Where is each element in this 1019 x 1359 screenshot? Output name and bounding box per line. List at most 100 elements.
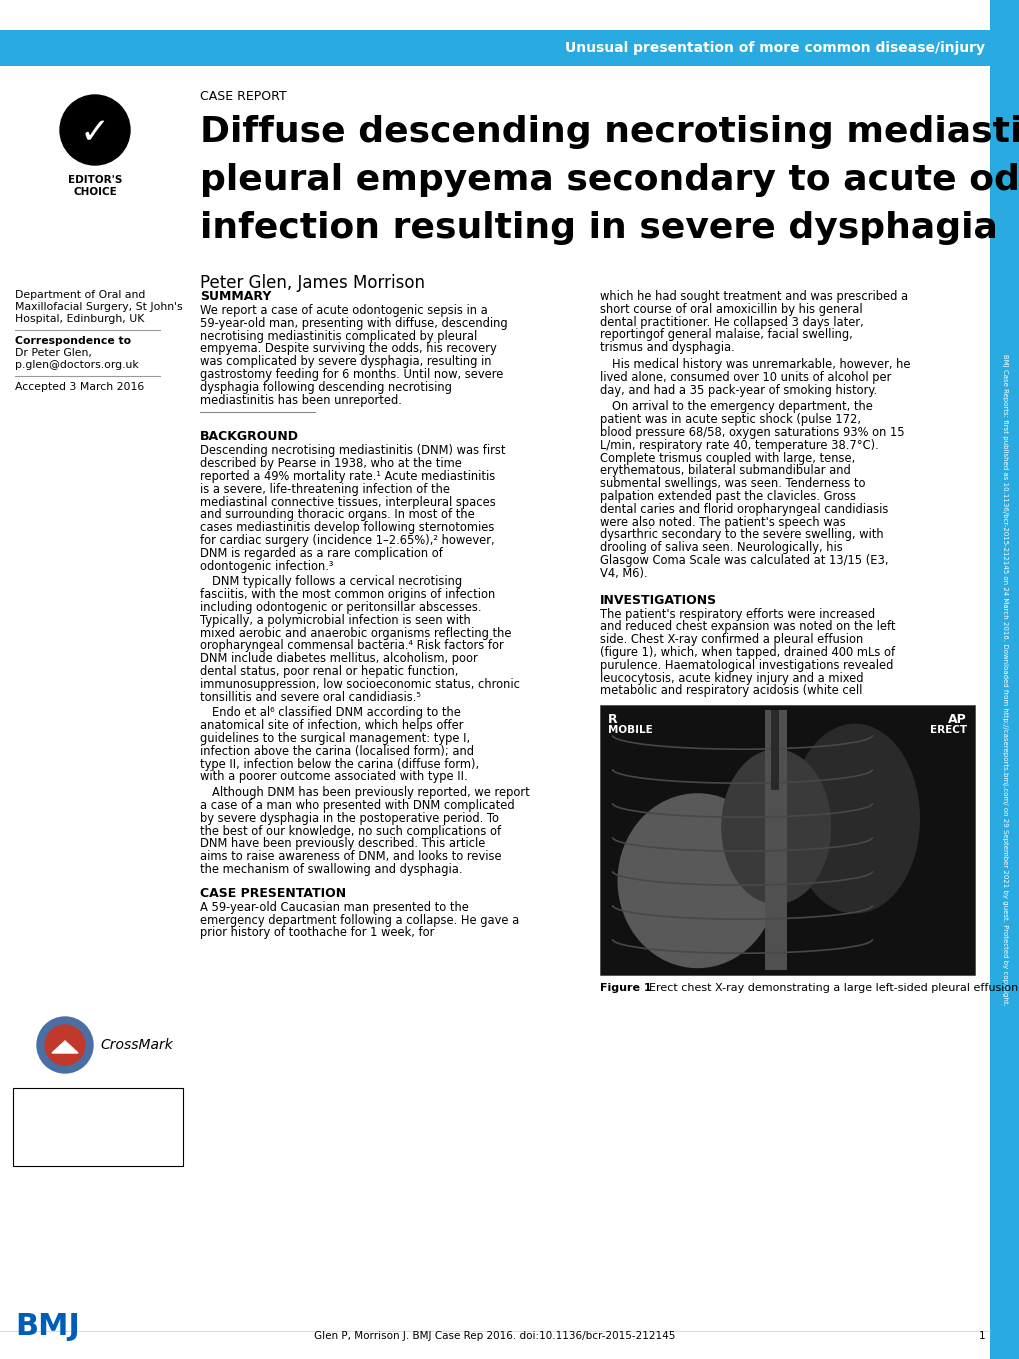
Text: Endo et al⁶ classified DNM according to the: Endo et al⁶ classified DNM according to … <box>212 707 461 719</box>
Circle shape <box>37 1017 93 1074</box>
Text: empyema. Despite surviving the odds, his recovery: empyema. Despite surviving the odds, his… <box>200 342 496 356</box>
Text: CASE REPORT: CASE REPORT <box>200 90 286 103</box>
Text: BMJ: BMJ <box>15 1311 79 1341</box>
Text: mediastinal connective tissues, interpleural spaces: mediastinal connective tissues, interple… <box>200 496 495 508</box>
Text: Maxillofacial Surgery, St John's: Maxillofacial Surgery, St John's <box>15 302 182 313</box>
Text: L/min, respiratory rate 40, temperature 38.7°C).: L/min, respiratory rate 40, temperature … <box>599 439 878 451</box>
Text: Month Year] doi:10.1136/: Month Year] doi:10.1136/ <box>16 1131 140 1142</box>
Text: Glasgow Coma Scale was calculated at 13/15 (E3,: Glasgow Coma Scale was calculated at 13/… <box>599 554 888 567</box>
Text: INVESTIGATIONS: INVESTIGATIONS <box>599 594 716 606</box>
Text: a case of a man who presented with DNM complicated: a case of a man who presented with DNM c… <box>200 799 515 811</box>
Text: online: [please include Day: online: [please include Day <box>16 1118 149 1128</box>
Bar <box>770 711 777 790</box>
Text: AP: AP <box>948 713 966 726</box>
Text: trismus and dysphagia.: trismus and dysphagia. <box>599 341 734 355</box>
Text: pleural empyema secondary to acute odontogenic: pleural empyema secondary to acute odont… <box>200 163 1019 197</box>
Bar <box>0 30 989 67</box>
Text: guidelines to the surgical management: type I,: guidelines to the surgical management: t… <box>200 733 470 745</box>
Text: MOBILE: MOBILE <box>607 726 652 735</box>
Text: Complete trismus coupled with large, tense,: Complete trismus coupled with large, ten… <box>599 451 854 465</box>
Text: reported a 49% mortality rate.¹ Acute mediastinitis: reported a 49% mortality rate.¹ Acute me… <box>200 470 495 482</box>
Text: The patient's respiratory efforts were increased: The patient's respiratory efforts were i… <box>599 607 874 621</box>
Text: dysarthric secondary to the severe swelling, with: dysarthric secondary to the severe swell… <box>599 529 882 541</box>
Text: dysphagia following descending necrotising: dysphagia following descending necrotisi… <box>200 381 451 394</box>
Bar <box>599 705 974 976</box>
Text: leucocytosis, acute kidney injury and a mixed: leucocytosis, acute kidney injury and a … <box>599 671 863 685</box>
Text: prior history of toothache for 1 week, for: prior history of toothache for 1 week, f… <box>200 927 434 939</box>
Text: including odontogenic or peritonsillar abscesses.: including odontogenic or peritonsillar a… <box>200 601 481 614</box>
Text: BMJ Case Reports: first published as 10.1136/bcr-2015-212145 on 24 March 2016. D: BMJ Case Reports: first published as 10.… <box>1001 353 1007 1006</box>
Text: ✓: ✓ <box>79 116 110 149</box>
Bar <box>764 711 787 970</box>
Text: infection resulting in severe dysphagia: infection resulting in severe dysphagia <box>200 211 997 245</box>
Text: To cite:: To cite: <box>16 1093 56 1102</box>
Text: submental swellings, was seen. Tenderness to: submental swellings, was seen. Tendernes… <box>599 477 865 491</box>
Text: is a severe, life-threatening infection of the: is a severe, life-threatening infection … <box>200 482 449 496</box>
Text: erythematous, bilateral submandibular and: erythematous, bilateral submandibular an… <box>599 465 850 477</box>
Text: Figure 1: Figure 1 <box>599 983 651 993</box>
Text: aims to raise awareness of DNM, and looks to revise: aims to raise awareness of DNM, and look… <box>200 851 501 863</box>
Text: 59-year-old man, presenting with diffuse, descending: 59-year-old man, presenting with diffuse… <box>200 317 507 330</box>
Text: R: R <box>607 713 618 726</box>
Text: which he had sought treatment and was prescribed a: which he had sought treatment and was pr… <box>599 289 907 303</box>
Text: DNM is regarded as a rare complication of: DNM is regarded as a rare complication o… <box>200 546 442 560</box>
Text: reportingof general malaise, facial swelling,: reportingof general malaise, facial swel… <box>599 329 852 341</box>
Text: On arrival to the emergency department, the: On arrival to the emergency department, … <box>611 401 872 413</box>
Text: for cardiac surgery (incidence 1–2.65%),² however,: for cardiac surgery (incidence 1–2.65%),… <box>200 534 494 548</box>
Text: Although DNM has been previously reported, we report: Although DNM has been previously reporte… <box>212 787 529 799</box>
Text: DNM have been previously described. This article: DNM have been previously described. This… <box>200 837 485 851</box>
Text: Accepted 3 March 2016: Accepted 3 March 2016 <box>15 382 144 391</box>
Text: side. Chest X-ray confirmed a pleural effusion: side. Chest X-ray confirmed a pleural ef… <box>599 633 862 646</box>
Text: immunosuppression, low socioeconomic status, chronic: immunosuppression, low socioeconomic sta… <box>200 678 520 690</box>
Text: EDITOR'S: EDITOR'S <box>67 175 122 185</box>
Circle shape <box>45 1025 85 1065</box>
Text: oropharyngeal commensal bacteria.⁴ Risk factors for: oropharyngeal commensal bacteria.⁴ Risk … <box>200 639 503 652</box>
Text: ERECT: ERECT <box>929 726 966 735</box>
Text: Correspondence to: Correspondence to <box>15 336 131 347</box>
Text: the best of our knowledge, no such complications of: the best of our knowledge, no such compl… <box>200 825 500 837</box>
Text: We report a case of acute odontogenic sepsis in a: We report a case of acute odontogenic se… <box>200 304 487 317</box>
Text: DNM typically follows a cervical necrotising: DNM typically follows a cervical necroti… <box>212 575 462 588</box>
Text: tonsillitis and severe oral candidiasis.⁵: tonsillitis and severe oral candidiasis.… <box>200 690 421 704</box>
Text: and reduced chest expansion was noted on the left: and reduced chest expansion was noted on… <box>599 621 895 633</box>
Text: lived alone, consumed over 10 units of alcohol per: lived alone, consumed over 10 units of a… <box>599 371 891 383</box>
Text: Erect chest X-ray demonstrating a large left-sided pleural effusion.: Erect chest X-ray demonstrating a large … <box>641 983 1019 993</box>
Text: mixed aerobic and anaerobic organisms reflecting the: mixed aerobic and anaerobic organisms re… <box>200 626 511 640</box>
Text: gastrostomy feeding for 6 months. Until now, severe: gastrostomy feeding for 6 months. Until … <box>200 368 503 381</box>
Text: Hospital, Edinburgh, UK: Hospital, Edinburgh, UK <box>15 314 145 323</box>
Ellipse shape <box>616 794 776 968</box>
Text: palpation extended past the clavicles. Gross: palpation extended past the clavicles. G… <box>599 491 855 503</box>
Polygon shape <box>52 1041 77 1053</box>
Text: fasciitis, with the most common origins of infection: fasciitis, with the most common origins … <box>200 588 495 601</box>
Bar <box>989 0 1019 1359</box>
Text: Diffuse descending necrotising mediastinitis and: Diffuse descending necrotising mediastin… <box>200 116 1019 149</box>
Text: blood pressure 68/58, oxygen saturations 93% on 15: blood pressure 68/58, oxygen saturations… <box>599 425 904 439</box>
Text: patient was in acute septic shock (pulse 172,: patient was in acute septic shock (pulse… <box>599 413 860 427</box>
Text: 1: 1 <box>977 1330 984 1341</box>
Text: His medical history was unremarkable, however, he: His medical history was unremarkable, ho… <box>611 357 910 371</box>
Text: Typically, a polymicrobial infection is seen with: Typically, a polymicrobial infection is … <box>200 614 471 626</box>
Text: metabolic and respiratory acidosis (white cell: metabolic and respiratory acidosis (whit… <box>599 685 861 697</box>
Text: odontogenic infection.³: odontogenic infection.³ <box>200 560 333 572</box>
Text: dental practitioner. He collapsed 3 days later,: dental practitioner. He collapsed 3 days… <box>599 315 863 329</box>
Text: BMJ Case Rep Published: BMJ Case Rep Published <box>16 1105 133 1114</box>
Text: CASE PRESENTATION: CASE PRESENTATION <box>200 887 345 900</box>
Text: necrotising mediastinitis complicated by pleural: necrotising mediastinitis complicated by… <box>200 330 477 342</box>
Text: bcr-2015-212145: bcr-2015-212145 <box>16 1144 100 1154</box>
Text: drooling of saliva seen. Neurologically, his: drooling of saliva seen. Neurologically,… <box>599 541 842 554</box>
Text: were also noted. The patient's speech was: were also noted. The patient's speech wa… <box>599 515 845 529</box>
Bar <box>13 1089 182 1166</box>
Text: emergency department following a collapse. He gave a: emergency department following a collaps… <box>200 913 519 927</box>
Text: DNM include diabetes mellitus, alcoholism, poor: DNM include diabetes mellitus, alcoholis… <box>200 652 477 665</box>
Text: by severe dysphagia in the postoperative period. To: by severe dysphagia in the postoperative… <box>200 811 498 825</box>
Text: mediastinitis has been unreported.: mediastinitis has been unreported. <box>200 394 401 406</box>
Text: Descending necrotising mediastinitis (DNM) was first: Descending necrotising mediastinitis (DN… <box>200 444 505 458</box>
Text: cases mediastinitis develop following sternotomies: cases mediastinitis develop following st… <box>200 522 494 534</box>
Ellipse shape <box>790 723 919 913</box>
Text: Peter Glen, James Morrison: Peter Glen, James Morrison <box>200 275 425 292</box>
Text: CrossMark: CrossMark <box>100 1038 172 1052</box>
Text: BACKGROUND: BACKGROUND <box>200 431 299 443</box>
Text: type II, infection below the carina (diffuse form),: type II, infection below the carina (dif… <box>200 757 479 771</box>
Text: p.glen@doctors.org.uk: p.glen@doctors.org.uk <box>15 360 139 370</box>
Text: with a poorer outcome associated with type II.: with a poorer outcome associated with ty… <box>200 771 467 783</box>
